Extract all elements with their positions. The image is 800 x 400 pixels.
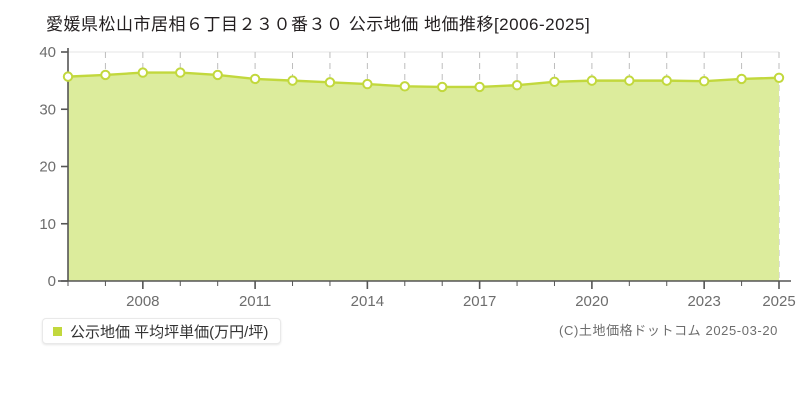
- land-price-area-chart: 0 10 20 30 40 2008 2011 2014 2017 2020 2023 2025: [39, 44, 796, 310]
- svg-text:2011: 2011: [239, 293, 271, 310]
- area-fill: [68, 72, 779, 281]
- series-line: [66, 71, 781, 89]
- svg-text:20: 20: [39, 159, 56, 176]
- svg-text:2020: 2020: [575, 293, 608, 310]
- x-axis-tick-labels: 2008 2011 2014 2017 2020 2023 2025: [126, 293, 796, 310]
- legend-label: 公示地価 平均坪単価(万円/坪): [70, 323, 269, 341]
- svg-text:2025: 2025: [762, 293, 795, 310]
- y-axis-tick-labels: 0 10 20 30 40: [39, 44, 56, 290]
- svg-text:2017: 2017: [463, 293, 496, 310]
- data-point-markers: [62, 67, 785, 93]
- axes: [58, 48, 791, 289]
- svg-text:2008: 2008: [126, 293, 159, 310]
- svg-text:0: 0: [48, 273, 56, 290]
- page-title: 愛媛県松山市居相６丁目２３０番３０ 公示地価 地価推移[2006-2025]: [46, 15, 591, 34]
- chart-legend[interactable]: 公示地価 平均坪単価(万円/坪): [42, 318, 282, 344]
- svg-text:2023: 2023: [687, 293, 720, 310]
- credit-text: (C)土地価格ドットコム 2025-03-20: [559, 323, 778, 338]
- svg-text:40: 40: [39, 44, 56, 61]
- legend-swatch-icon: [53, 326, 62, 336]
- svg-text:2014: 2014: [351, 293, 384, 310]
- svg-text:10: 10: [39, 216, 56, 233]
- svg-text:30: 30: [39, 101, 56, 118]
